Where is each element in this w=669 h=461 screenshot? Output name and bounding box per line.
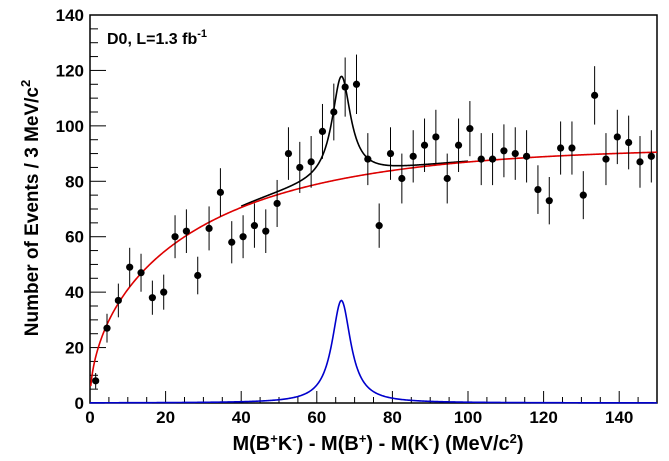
y-axis-ticks [90,14,106,404]
y-tick-label: 60 [65,228,84,247]
data-point [148,294,156,302]
total-fit-curve [240,75,469,207]
data-point [341,83,349,91]
data-point [330,108,338,116]
data-point [103,324,111,332]
y-tick-label: 100 [56,117,84,136]
data-point [160,288,168,296]
data-point [171,233,179,241]
signal-fit-curve [90,299,657,404]
data-point [205,224,213,232]
plot-frame [89,14,658,404]
x-axis-label-sup: - [292,431,296,446]
data-point [420,141,429,149]
data-point [534,186,542,194]
y-tick-label: 20 [65,339,84,358]
x-axis-label: M(B+K-) - M(B+) - M(K-) (MeV/c2) [232,431,523,456]
x-tick-label: 140 [605,408,633,427]
x-axis-ticks [89,391,658,403]
fit-curves [89,75,658,404]
y-axis-label: Number of Events / 3 MeV/c2 [18,80,43,336]
data-point [647,152,655,160]
data-point [625,138,633,147]
y-axis-label-sup: 2 [18,80,33,87]
data-point [511,149,519,158]
data-point [443,174,451,183]
data-point [375,222,383,230]
data-point [364,155,372,163]
data-point [296,163,304,172]
y-tick-label: 0 [75,394,84,413]
data-point [307,158,315,166]
x-axis-label-part: K [278,433,293,455]
y-axis-label-main: Number of Events / 3 MeV/c [22,87,43,337]
x-tick-label: 20 [156,408,175,427]
annotation-main: D0, L=1.3 fb [107,31,197,48]
data-point [568,144,576,152]
data-point [182,227,190,235]
data-point [137,269,145,277]
data-point [126,263,134,271]
data-point [250,222,259,230]
data-point [228,238,236,246]
y-tick-label: 120 [56,61,84,80]
x-axis-label-part: ) [517,433,524,455]
x-tick-label: 120 [529,408,557,427]
x-tick-label: 0 [85,408,94,427]
x-axis-label-part: ) - M(B [297,433,359,455]
x-axis-label-sup: + [359,431,367,446]
y-tick-label: 80 [65,172,84,191]
x-axis-label-sup: - [429,431,433,446]
y-axis-tick-labels: 0 20 40 60 80 100 120 140 [56,6,84,413]
data-point [522,152,531,160]
data-point [352,80,361,88]
x-axis-tick-labels: 0 20 40 60 80 100 120 140 [85,408,633,427]
data-point [239,233,247,241]
data-point [92,377,100,385]
data-points [92,54,655,389]
x-axis-label-part: M(B [232,433,270,455]
x-axis-label-part: ) (MeV/c [433,433,510,455]
data-point [194,271,202,280]
data-point [114,296,122,305]
y-tick-label: 40 [65,283,84,302]
data-point [284,149,293,158]
x-axis-label-sup: 2 [510,431,517,446]
data-point [262,227,270,235]
data-point [591,91,599,99]
x-tick-label: 40 [232,408,251,427]
data-point [454,141,463,149]
data-point [500,147,508,155]
data-point [636,158,644,166]
y-tick-label: 140 [56,6,84,25]
data-point [273,199,281,208]
data-point [318,127,327,135]
data-point [545,197,553,205]
data-point [216,188,225,196]
data-point [466,125,474,133]
data-point [386,149,395,158]
data-point [579,191,587,199]
x-tick-label: 60 [307,408,326,427]
data-point [488,155,497,163]
data-point [557,144,565,152]
background-fit-curve [89,151,658,387]
annotation-sup: -1 [197,28,207,40]
data-point [613,133,621,141]
data-point [409,152,417,160]
x-axis-label-sup: + [270,431,278,446]
data-point [477,155,485,163]
data-point [432,133,440,141]
data-point [398,174,406,183]
data-point [602,155,610,163]
plot-annotation: D0, L=1.3 fb-1 [107,28,207,48]
x-tick-label: 100 [454,408,482,427]
x-tick-label: 80 [383,408,402,427]
x-axis-label-part: ) - M(K [366,433,429,455]
